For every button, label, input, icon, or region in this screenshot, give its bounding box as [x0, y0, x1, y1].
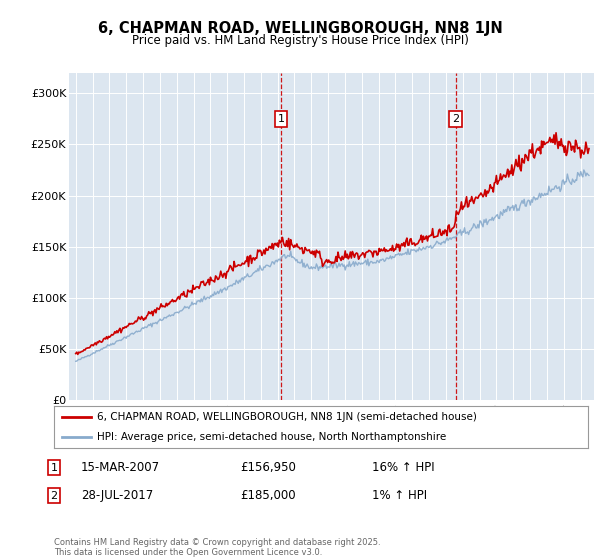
Text: 15-MAR-2007: 15-MAR-2007: [81, 461, 160, 474]
Text: £185,000: £185,000: [240, 489, 296, 502]
Text: 1% ↑ HPI: 1% ↑ HPI: [372, 489, 427, 502]
Text: 16% ↑ HPI: 16% ↑ HPI: [372, 461, 434, 474]
Text: 6, CHAPMAN ROAD, WELLINGBOROUGH, NN8 1JN (semi-detached house): 6, CHAPMAN ROAD, WELLINGBOROUGH, NN8 1JN…: [97, 412, 476, 422]
Text: £156,950: £156,950: [240, 461, 296, 474]
Text: HPI: Average price, semi-detached house, North Northamptonshire: HPI: Average price, semi-detached house,…: [97, 432, 446, 442]
Text: 28-JUL-2017: 28-JUL-2017: [81, 489, 153, 502]
Text: Contains HM Land Registry data © Crown copyright and database right 2025.
This d: Contains HM Land Registry data © Crown c…: [54, 538, 380, 557]
Text: 1: 1: [278, 114, 284, 124]
Text: 1: 1: [50, 463, 58, 473]
Text: 2: 2: [452, 114, 459, 124]
Text: Price paid vs. HM Land Registry's House Price Index (HPI): Price paid vs. HM Land Registry's House …: [131, 34, 469, 46]
Text: 2: 2: [50, 491, 58, 501]
Text: 6, CHAPMAN ROAD, WELLINGBOROUGH, NN8 1JN: 6, CHAPMAN ROAD, WELLINGBOROUGH, NN8 1JN: [98, 21, 502, 36]
